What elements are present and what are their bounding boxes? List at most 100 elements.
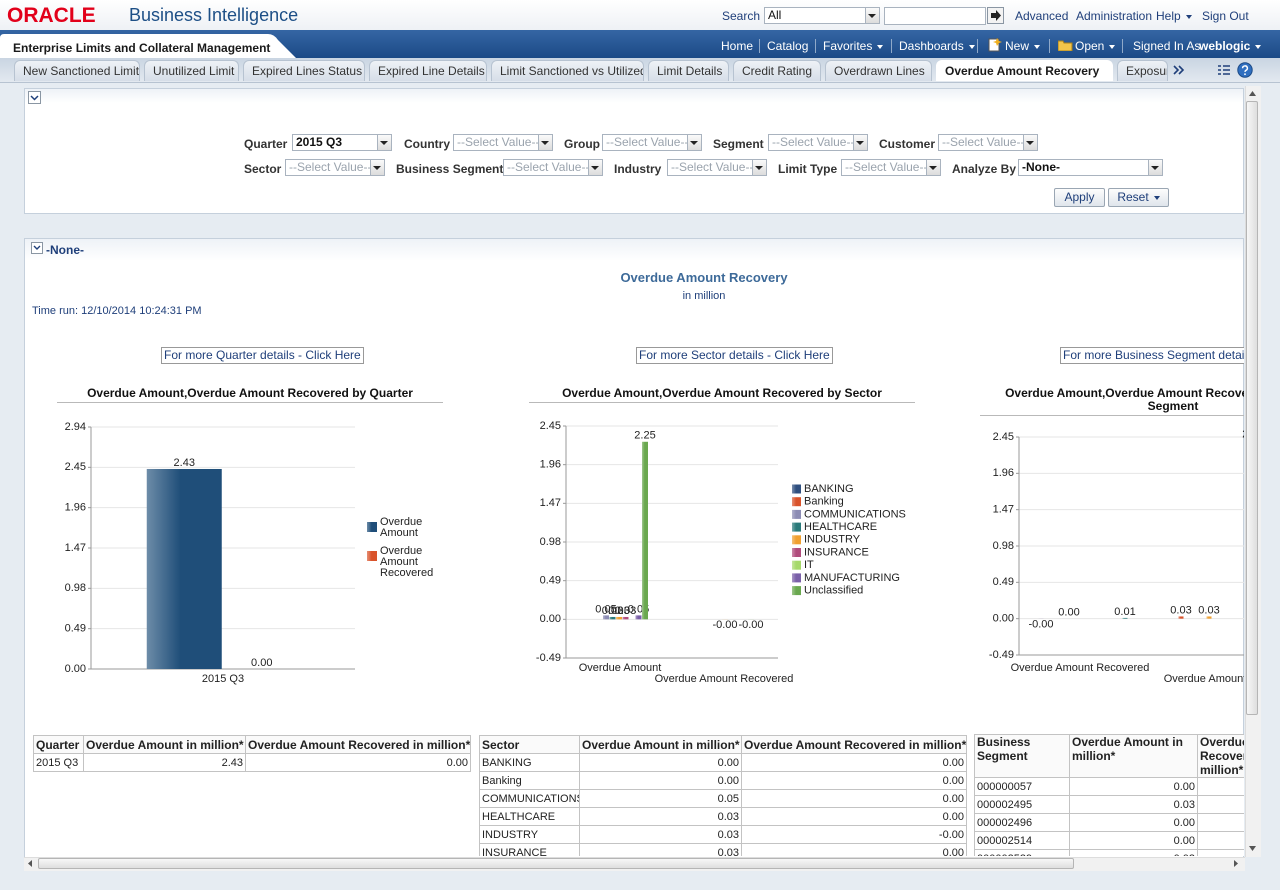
filter-select[interactable]: -None-	[1018, 159, 1163, 176]
filter-button[interactable]: Reset	[1108, 188, 1169, 207]
legend-swatch	[792, 484, 801, 494]
nav-link[interactable]: Open	[1075, 39, 1115, 53]
table-cell: 0.00	[245, 753, 471, 772]
detail-link[interactable]: For more Sector details - Click Here	[636, 347, 833, 364]
filter-select[interactable]: 2015 Q3	[292, 134, 392, 151]
header-link[interactable]: Sign Out	[1202, 9, 1249, 23]
logo: ORACLE	[7, 4, 96, 27]
table-row: BANKING 0.00 0.00	[479, 753, 967, 772]
legend-swatch	[792, 548, 801, 557]
tab[interactable]: Limit Details	[648, 60, 729, 81]
value-label: 2.43	[174, 457, 195, 469]
nav-link[interactable]: Home	[721, 39, 754, 53]
filter-select[interactable]: --Select Value--	[453, 134, 553, 151]
v-scroll-thumb[interactable]	[1246, 101, 1258, 715]
value-label: 0.05	[595, 603, 616, 615]
header-link[interactable]: Administration	[1076, 9, 1153, 23]
filter-select[interactable]: --Select Value--	[768, 134, 868, 151]
chart-title: Overdue Amount,Overdue Amount Recovered …	[980, 387, 1244, 416]
tab[interactable]: Overdue Amount Recovery	[936, 60, 1113, 81]
nav-separator	[1122, 39, 1123, 53]
scroll-down[interactable]	[1249, 846, 1256, 851]
search-input[interactable]	[884, 7, 986, 25]
open-icon-folder	[1058, 40, 1073, 51]
tab[interactable]: Expired Line Details	[369, 60, 487, 81]
filter-select[interactable]: --Select Value--	[938, 134, 1038, 151]
page-options[interactable]	[1217, 63, 1231, 77]
bar	[1178, 616, 1184, 619]
table-row: 000002496 0.00	[974, 813, 1244, 832]
y-tick-label: 1.47	[993, 504, 1014, 516]
tab[interactable]: Overdrawn Lines	[825, 60, 932, 81]
time-run: Time run: 12/10/2014 10:24:31 PM	[32, 305, 202, 317]
nav-link[interactable]: Dashboards	[899, 39, 975, 53]
bar	[1122, 617, 1128, 619]
y-tick-label: 1.96	[65, 502, 86, 514]
y-tick-label: 0.00	[993, 613, 1014, 625]
bar	[642, 441, 648, 620]
x-tick-label: 2015 Q3	[202, 673, 244, 685]
legend-label: IT	[804, 559, 814, 571]
filter-select[interactable]: --Select Value--	[841, 159, 941, 176]
detail-link[interactable]: For more Quarter details - Click Here	[161, 347, 364, 364]
header-link[interactable]: Advanced	[1015, 9, 1069, 23]
help-hook	[1241, 65, 1249, 72]
search-scope[interactable]: All	[764, 7, 880, 24]
detail-link[interactable]: For more Business Segment details - Clic…	[1060, 347, 1244, 364]
nav-link[interactable]: Favorites	[823, 39, 883, 53]
filter-collapse[interactable]	[28, 91, 41, 104]
nav-link[interactable]: Catalog	[767, 39, 809, 53]
user-name[interactable]: weblogic	[1199, 39, 1261, 53]
legend-label: Overdue Amount	[380, 516, 423, 539]
filter-select[interactable]: --Select Value--	[667, 159, 767, 176]
tab-overflow[interactable]	[1173, 64, 1185, 76]
filter-select[interactable]: --Select Value--	[503, 159, 603, 176]
tab[interactable]: Unutilized Limit	[144, 60, 239, 81]
y-tick-label: 1.47	[540, 497, 561, 509]
scroll-left[interactable]	[28, 860, 32, 867]
nav-separator	[759, 39, 760, 53]
h-scroll-thumb[interactable]	[38, 858, 1074, 869]
tab[interactable]: New Sanctioned Limit	[14, 60, 140, 81]
header-link[interactable]: Help	[1156, 9, 1192, 23]
y-tick-label: 0.49	[993, 576, 1014, 588]
legend-swatch	[792, 509, 801, 519]
legend-swatch	[792, 535, 801, 545]
tab[interactable]: Exposure	[1117, 60, 1168, 81]
table-header-row: Quarter Overdue Amount in million* Overdue…	[33, 735, 471, 754]
tab[interactable]: Credit Rating	[733, 60, 821, 81]
nav-title-shape	[0, 34, 296, 58]
legend-label: Unclassified	[804, 585, 863, 597]
legend-swatch	[792, 522, 801, 532]
filter-button[interactable]: Apply	[1054, 188, 1105, 207]
nav-link[interactable]: New	[1005, 39, 1040, 53]
new-icon	[988, 38, 1002, 52]
nav-separator	[815, 39, 816, 53]
data-table: Sector Overdue Amount in million* Overdue …	[479, 735, 967, 856]
x-tick-label: Overdue Amount Recovered	[1011, 662, 1150, 674]
filter-collapse-chevron	[30, 95, 39, 101]
bar	[609, 616, 616, 620]
filter-select[interactable]: --Select Value--	[285, 159, 385, 176]
scroll-up[interactable]	[1249, 91, 1256, 96]
legend-swatch	[367, 522, 377, 532]
help-icon[interactable]	[1237, 62, 1253, 78]
tab[interactable]: Limit Sanctioned vs Utilized	[491, 60, 644, 81]
data-table: Business Segment Overdue Amount in millio…	[974, 734, 1244, 856]
search-go[interactable]	[987, 7, 1004, 24]
table-cell: HEALTHCARE	[479, 807, 580, 826]
value-label: 2.40	[1242, 429, 1244, 441]
nav-separator	[1049, 39, 1050, 53]
tab[interactable]: Expired Lines Status	[243, 60, 365, 81]
scroll-right[interactable]	[1234, 860, 1238, 867]
table-cell: 000002514	[974, 831, 1070, 850]
table-header-cell: Overdue Amount in million*	[579, 735, 742, 754]
y-tick-label: 0.49	[540, 575, 561, 587]
nav-separator	[977, 39, 978, 53]
report-subtitle: in million	[682, 290, 726, 302]
filter-select[interactable]: --Select Value--	[602, 134, 702, 151]
value-label: -0.00	[712, 619, 737, 631]
section-collapse[interactable]	[31, 242, 43, 254]
table-cell: Banking	[479, 771, 580, 790]
